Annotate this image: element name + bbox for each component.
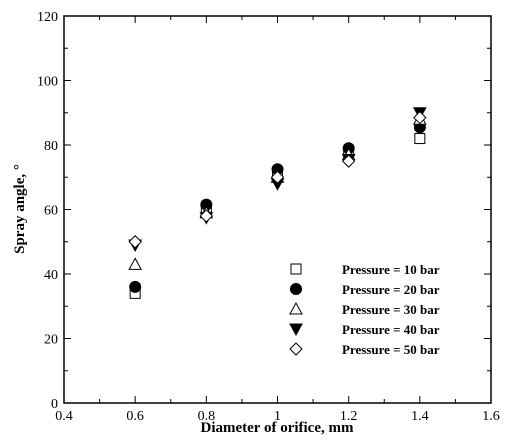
legend-label: Pressure = 40 bar <box>342 322 440 337</box>
data-point-circle <box>129 280 142 293</box>
data-point-diamond <box>341 154 356 168</box>
data-point-diamond <box>128 235 142 249</box>
legend-label: Pressure = 10 bar <box>342 262 440 277</box>
data-point-circle <box>290 283 302 295</box>
legend: Pressure = 10 bar Pressure = 20 bar Pressu… <box>289 262 440 357</box>
y-tick-label: 60 <box>44 204 58 219</box>
data-point-square <box>290 263 302 275</box>
y-tick-label: 0 <box>51 397 58 412</box>
x-tick-label: 1.6 <box>482 409 500 424</box>
x-tick-label: 1.2 <box>340 409 358 424</box>
x-tick-label: 0.4 <box>55 409 73 424</box>
y-tick-label: 20 <box>44 333 58 348</box>
legend-label: Pressure = 30 bar <box>342 302 440 317</box>
data-point-triangle-up <box>128 257 143 270</box>
data-point-square <box>414 133 426 145</box>
x-tick-labels: 0.4 0.6 0.8 1 1.2 1.4 1.6 <box>55 409 500 424</box>
data-point-diamond <box>413 110 427 125</box>
legend-label: Pressure = 20 bar <box>342 282 440 297</box>
x-axis-title: Diameter of orifice, mm <box>201 420 354 436</box>
x-tick-label: 0.8 <box>198 409 216 424</box>
y-axis-title: Spray angle, ° <box>12 164 28 254</box>
tick-marks <box>63 15 492 404</box>
y-tick-label: 80 <box>44 139 58 154</box>
y-tick-labels: 0 20 40 60 80 100 120 <box>37 10 58 412</box>
data-point-triangle-down <box>289 323 303 337</box>
data-point-diamond <box>199 209 214 223</box>
x-tick-label: 1.4 <box>411 409 429 424</box>
data-point-diamond <box>270 170 285 184</box>
data-points <box>128 107 427 299</box>
legend-label: Pressure = 50 bar <box>342 342 440 357</box>
y-tick-label: 40 <box>44 268 58 283</box>
x-tick-label: 0.6 <box>126 409 144 424</box>
y-tick-label: 100 <box>37 75 58 90</box>
data-point-triangle-up <box>289 301 303 315</box>
data-point-diamond <box>289 342 303 356</box>
x-tick-label: 1 <box>274 409 281 424</box>
y-tick-label: 120 <box>37 10 58 25</box>
